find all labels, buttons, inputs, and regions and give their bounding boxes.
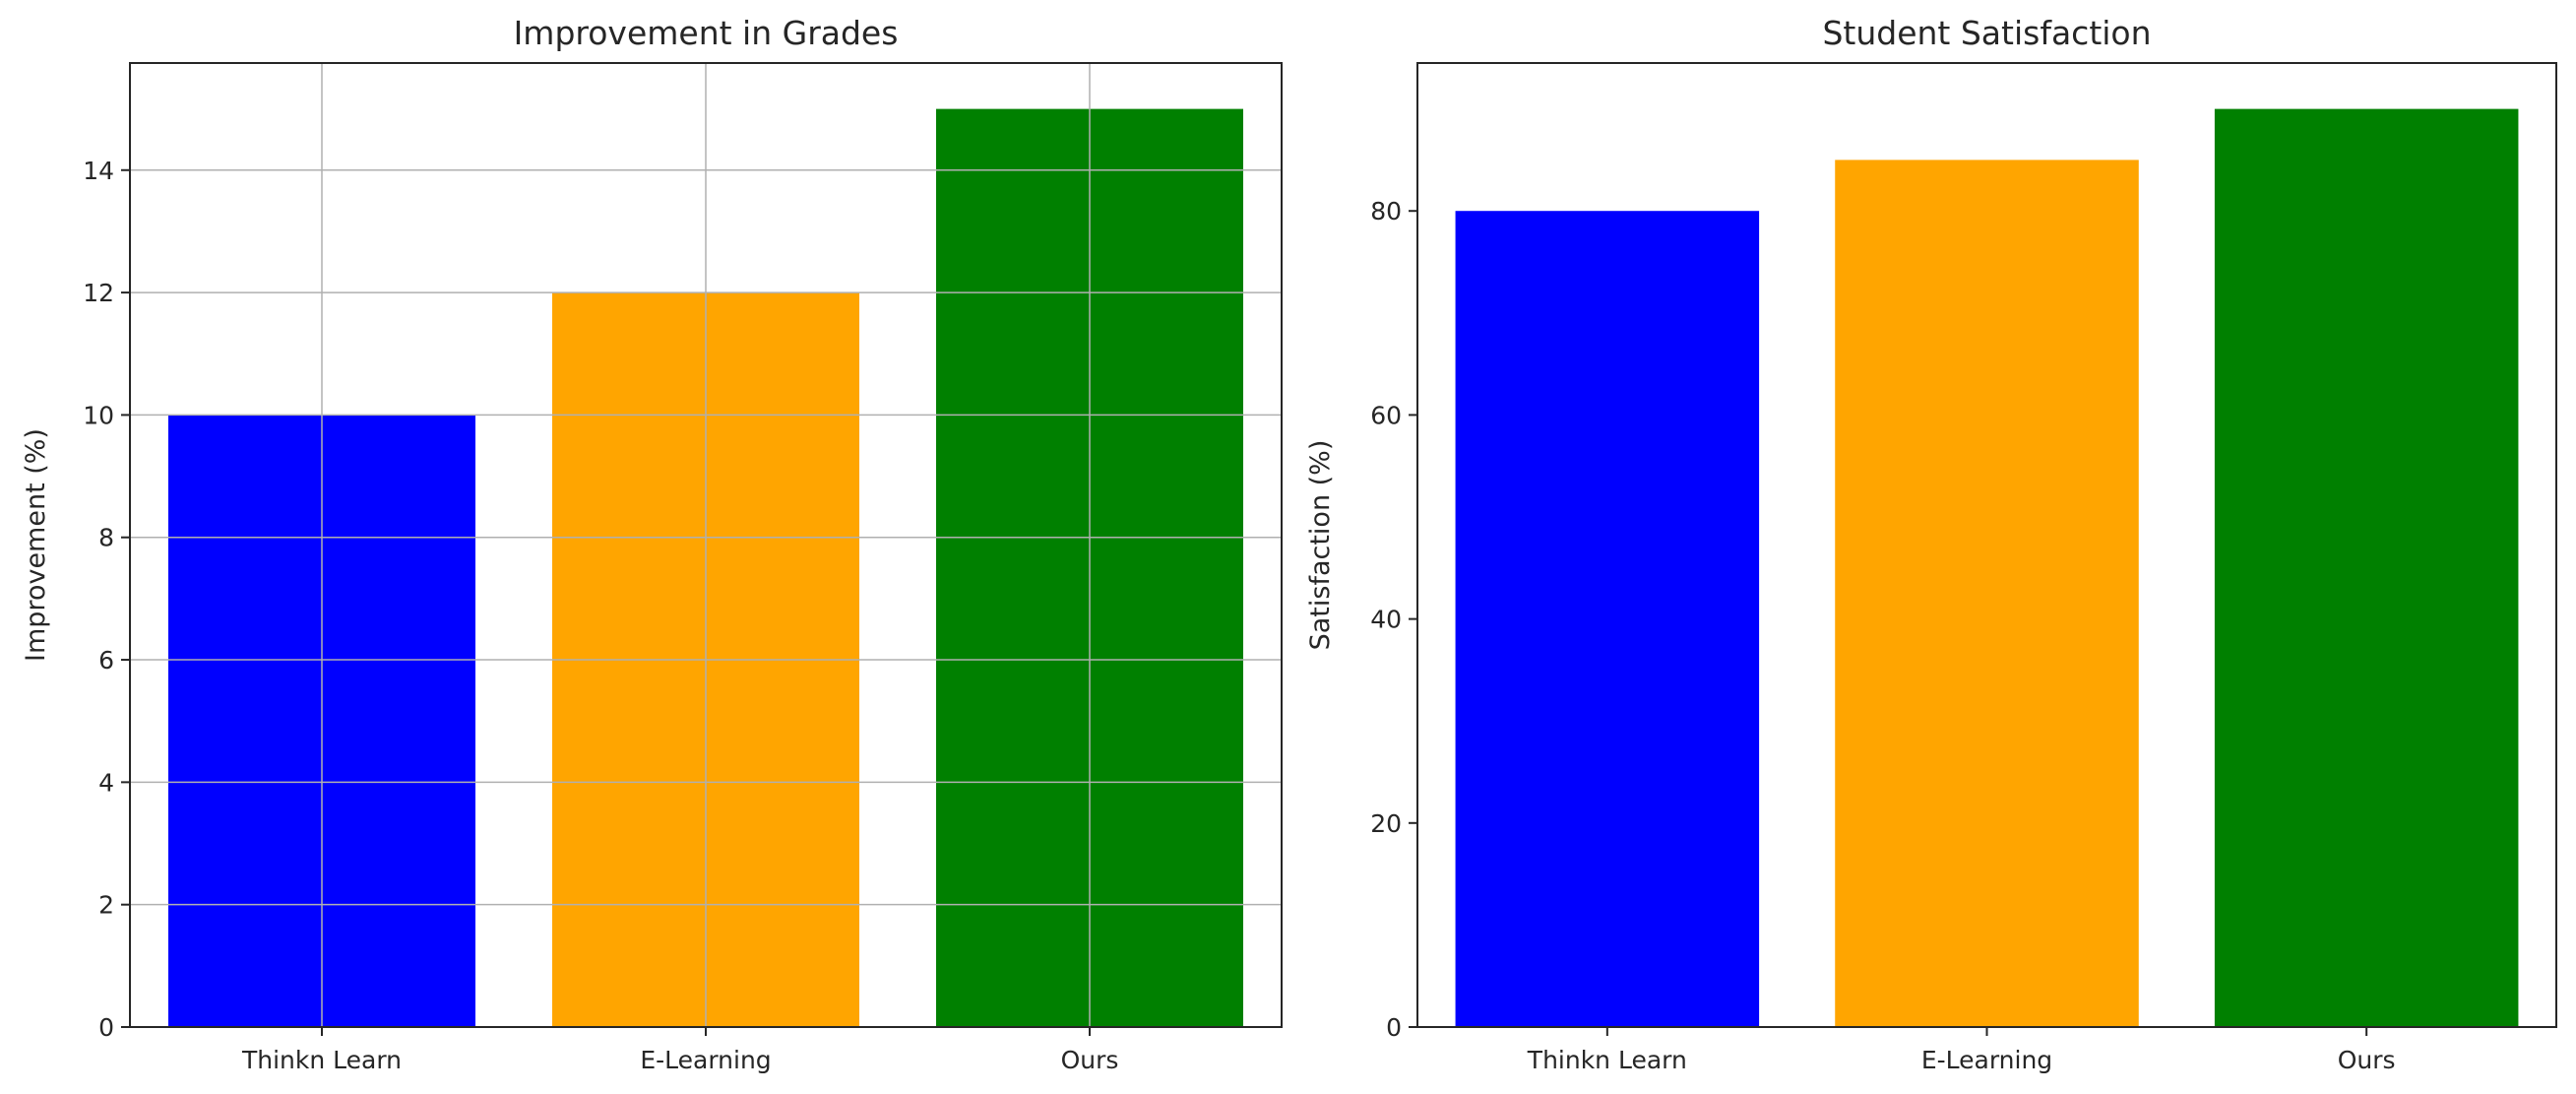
chart-title: Improvement in Grades bbox=[514, 14, 899, 52]
chart-improvement-in-grades: 0 2 4 6 8 10 12 14 Thinkn Learn E-Learning Ours Imp… bbox=[21, 14, 1283, 1074]
y-tick-label: 14 bbox=[83, 157, 114, 185]
y-tick-label: 40 bbox=[1370, 606, 1402, 634]
y-tick-label: 12 bbox=[83, 279, 114, 307]
x-tick-label: Ours bbox=[2338, 1046, 2396, 1074]
y-tick-label: 0 bbox=[98, 1013, 114, 1042]
x-tick-label: Ours bbox=[1061, 1046, 1119, 1074]
bar-thinkn-learn bbox=[1455, 211, 1760, 1028]
x-tick-label: Thinkn Learn bbox=[241, 1046, 402, 1074]
bar-ours bbox=[2214, 108, 2519, 1028]
y-axis-label: Improvement (%) bbox=[21, 428, 51, 662]
y-tick-label: 80 bbox=[1370, 197, 1402, 225]
y-tick-label: 0 bbox=[1386, 1013, 1402, 1042]
y-axis-label: Satisfaction (%) bbox=[1305, 440, 1336, 651]
y-tick-label: 2 bbox=[98, 891, 114, 920]
y-tick-label: 4 bbox=[98, 768, 114, 797]
x-tick-label: E-Learning bbox=[1921, 1046, 2052, 1074]
y-tick-label: 60 bbox=[1370, 401, 1402, 429]
y-tick-label: 8 bbox=[98, 524, 114, 552]
chart-student-satisfaction: 0 20 40 60 80 Thinkn Learn E-Learning Ours Stude… bbox=[1305, 14, 2557, 1074]
chart-title: Student Satisfaction bbox=[1822, 14, 2151, 52]
y-tick-label: 10 bbox=[83, 401, 114, 429]
y-tick-label: 20 bbox=[1370, 809, 1402, 838]
x-tick-label: E-Learning bbox=[640, 1046, 771, 1074]
y-tick-label: 6 bbox=[98, 646, 114, 675]
bar-e-learning bbox=[1835, 160, 2139, 1028]
x-tick-label: Thinkn Learn bbox=[1527, 1046, 1687, 1074]
